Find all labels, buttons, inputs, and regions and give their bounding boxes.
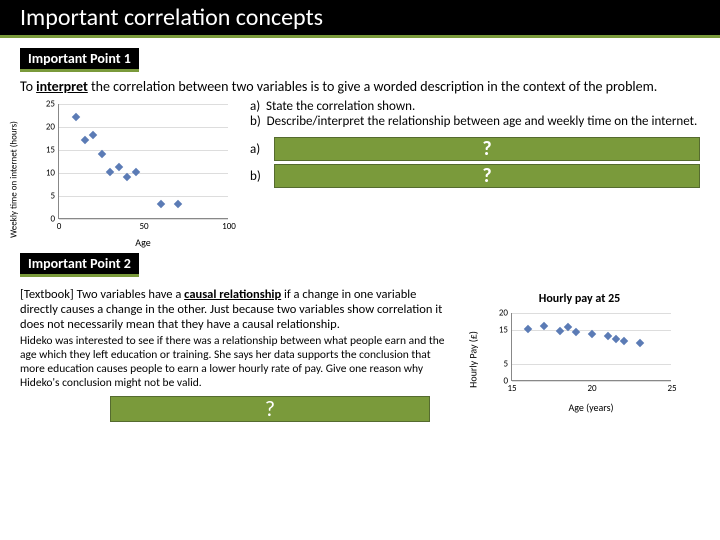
chart2: Hourly pay at 25 Hourly Pay (£) 05152015…	[477, 292, 682, 408]
textbook-underline: causal relationship	[184, 287, 281, 302]
section2: [Textbook] Two variables have a causal r…	[20, 287, 700, 422]
chart2-title: Hourly pay at 25	[477, 292, 682, 306]
section1: Weekly time on internet (hours) 05101520…	[20, 99, 700, 249]
answer-b-label: b)	[250, 169, 274, 184]
point1-text: To interpret the correlation between two…	[20, 78, 700, 95]
point2-answer-box: ?	[110, 396, 430, 422]
point1-text-underline: interpret	[36, 78, 88, 95]
answer-b-box: ?	[274, 164, 700, 188]
point1-label: Important Point 1	[20, 48, 139, 72]
page-title: Important correlation concepts	[20, 3, 323, 32]
point1-text-pre: To	[20, 78, 36, 95]
chart1-plot: 0510152025050100	[58, 104, 228, 219]
question-b: b) Describe/interpret the relationship b…	[250, 114, 700, 129]
chart2-wrap: Hourly Pay (£) 051520152025 Age (years)	[477, 308, 682, 408]
chart1: Weekly time on internet (hours) 05101520…	[20, 99, 240, 249]
chart1-x-label: Age	[58, 236, 228, 249]
chart2-plot: 051520152025	[511, 313, 671, 381]
answer-a-box: ?	[274, 137, 700, 161]
point2-label: Important Point 2	[20, 253, 139, 277]
point1-text-post: the correlation between two variables is…	[88, 78, 658, 95]
question-list: a) State the correlation shown. b) Descr…	[250, 99, 700, 129]
title-bar: Important correlation concepts	[0, 0, 720, 38]
hideko-text: Hideko was interested to see if there wa…	[20, 334, 450, 390]
answer-b-row: b) ?	[250, 164, 700, 188]
textbook-pre: [Textbook] Two variables have a	[20, 287, 184, 302]
textbook-text: [Textbook] Two variables have a causal r…	[20, 287, 450, 332]
chart2-x-label: Age (years)	[511, 401, 671, 414]
answer-a-row: a) ?	[250, 137, 700, 161]
content: Important Point 1 To interpret the corre…	[0, 38, 720, 428]
question-a: a) State the correlation shown.	[250, 99, 700, 114]
chart1-y-label: Weekly time on internet (hours)	[9, 121, 20, 238]
questions: a) State the correlation shown. b) Descr…	[250, 99, 700, 191]
chart2-y-label: Hourly Pay (£)	[467, 331, 480, 388]
answer-a-label: a)	[250, 142, 274, 157]
